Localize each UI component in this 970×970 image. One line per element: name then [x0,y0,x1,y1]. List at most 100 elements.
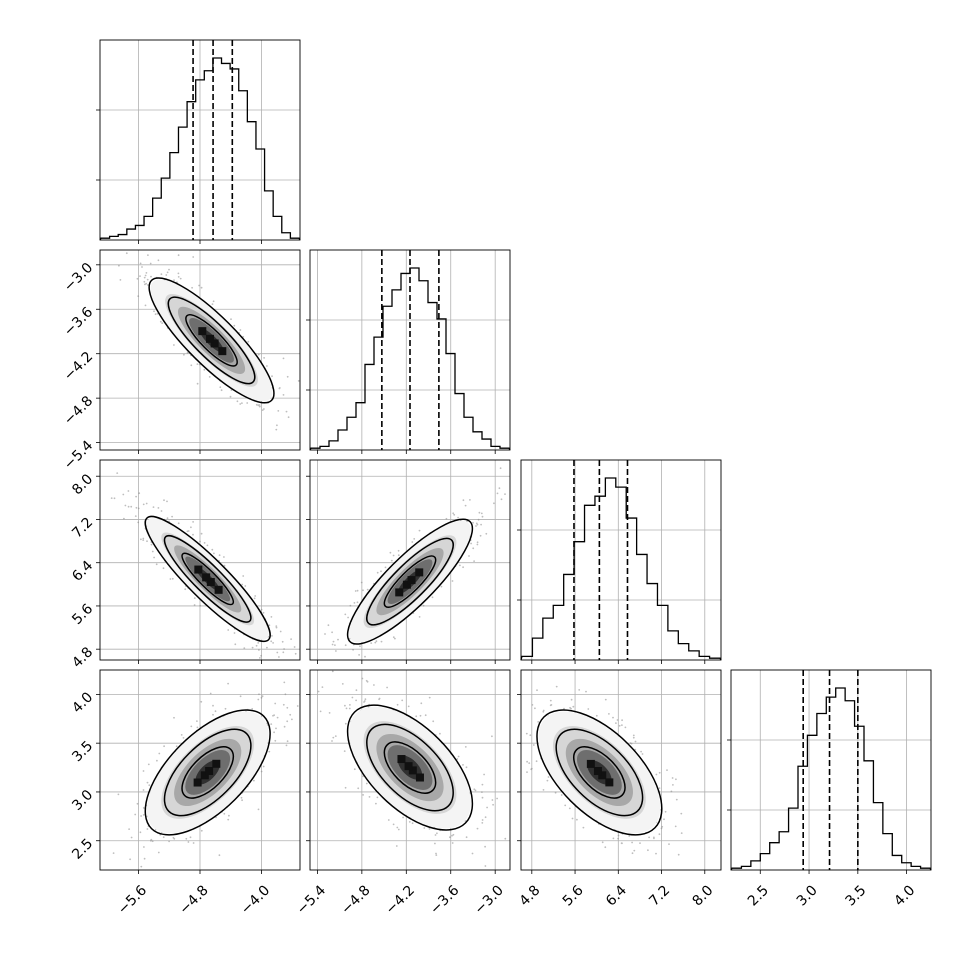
scatter-point [254,595,257,597]
x-tick-label: 2.5 [745,882,772,909]
scatter-point [570,698,573,701]
scatter-point [281,640,284,643]
scatter-point [587,708,590,710]
x-tick-label: 5.6 [560,882,587,909]
contour-line [346,704,474,831]
scatter-point [394,637,396,640]
density-peak [193,778,202,787]
scatter-point [192,842,195,844]
scatter-point [418,616,421,618]
y-tick-label: −4.2 [61,349,96,384]
scatter-point [476,827,479,830]
scatter-point [666,769,668,771]
scatter-point [534,707,536,710]
scatter-point [608,713,610,715]
scatter-point [354,590,357,592]
scatter-point [564,804,567,807]
scatter-point [227,629,230,631]
scatter-point [144,304,147,307]
scatter-point [616,719,619,721]
scatter-point [348,707,351,710]
scatter-point [397,549,400,552]
scatter-point [353,768,356,771]
scatter-point [189,836,192,839]
scatter-point [161,322,164,324]
scatter-point [415,715,418,718]
scatter-point [166,271,169,274]
scatter-point [456,758,459,760]
scatter-point [428,696,431,699]
scatter-point [526,771,528,773]
scatter-point [271,635,273,637]
density-peak [205,334,214,343]
scatter-point [145,272,148,274]
scatter-point [568,807,571,810]
scatter-point [158,752,161,755]
scatter-point [282,394,285,396]
density-peak [194,565,203,574]
panel-frame [99,39,301,241]
scatter-point [157,259,160,262]
scatter-point [236,400,239,403]
scatter-point [286,740,289,743]
scatter-point [532,744,535,746]
scatter-point [171,577,174,580]
scatter-point [569,706,571,709]
scatter-point [555,685,558,688]
scatter-point [484,865,487,867]
contour-line [185,314,238,367]
scatter-point [142,503,145,506]
scatter-point [648,836,650,839]
scatter-point [392,554,395,557]
scatter-point [171,515,174,518]
scatter-point [125,252,128,255]
scatter-point [270,723,273,725]
scatter-point [137,295,140,297]
scatter-point [469,499,471,501]
panel-frame [99,459,301,661]
scatter-point [451,842,454,844]
scatter-point [396,703,399,706]
scatter-point [278,656,280,658]
scatter-point [289,713,292,716]
scatter-point [172,836,175,839]
scatter-point [146,540,148,543]
scatter-point [413,538,416,540]
scatter-point [257,698,260,701]
scatter-point [244,585,247,587]
scatter-point [239,403,242,405]
scatter-point [261,695,264,698]
scatter-point [127,490,130,492]
scatter-point [190,725,193,728]
scatter-point [149,262,152,265]
contour-line [167,296,256,385]
x-tick-label: 3.0 [794,882,821,909]
scatter-point [345,707,348,710]
histogram-background [731,670,931,870]
scatter-point [620,842,623,845]
scatter-point [612,716,614,719]
scatter-point [165,274,168,276]
histogram-series [520,477,722,661]
scatter-point [212,704,214,707]
scatter-point [200,532,203,535]
scatter-point [582,826,585,829]
scatter-point [419,714,422,717]
scatter-point [631,852,634,855]
scatter-point [617,834,620,837]
scatter-point [253,597,256,600]
scatter-point [480,512,483,515]
scatter-point [560,794,563,796]
scatter-point [150,275,152,278]
scatter-point [658,787,661,789]
scatter-point [621,719,623,722]
density-peak [407,576,416,585]
scatter-point [246,402,249,404]
scatter-point [291,718,293,721]
histogram-series [99,57,301,241]
y-tick-label: 4.0 [69,689,96,716]
y-tick-label: 8.0 [69,471,96,498]
histogram-series [730,687,932,871]
histogram-panel [306,249,511,454]
scatter-point [615,722,617,724]
